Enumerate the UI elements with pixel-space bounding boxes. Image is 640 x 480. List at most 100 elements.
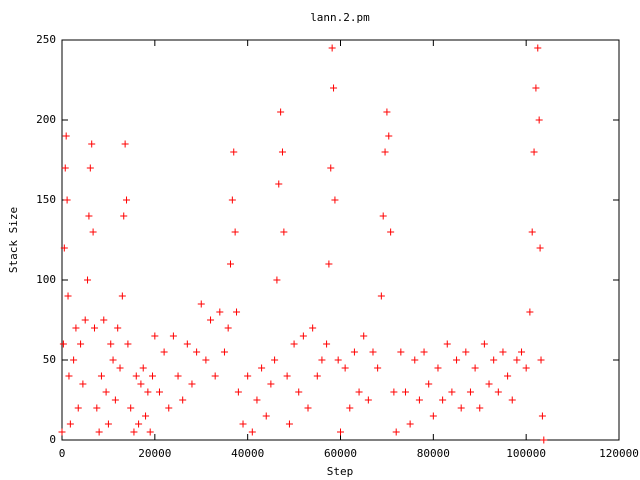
point [309, 324, 317, 332]
point [144, 388, 152, 396]
point [522, 364, 530, 372]
point [64, 292, 72, 300]
point [81, 316, 89, 324]
point [253, 396, 261, 404]
point [299, 332, 307, 340]
point [70, 356, 78, 364]
point [160, 348, 168, 356]
point [369, 348, 377, 356]
point [202, 356, 210, 364]
point [86, 164, 94, 172]
y-tick-label: 0 [49, 433, 56, 446]
point [379, 212, 387, 220]
point [346, 404, 354, 412]
point [390, 388, 398, 396]
x-tick-label: 60000 [324, 447, 357, 460]
point [448, 388, 456, 396]
point [258, 364, 266, 372]
point [518, 348, 526, 356]
point [283, 372, 291, 380]
point [355, 388, 363, 396]
point [120, 212, 128, 220]
point [97, 372, 105, 380]
point [374, 364, 382, 372]
point [193, 348, 201, 356]
point [231, 228, 239, 236]
point [273, 276, 281, 284]
point [337, 428, 344, 436]
point [443, 340, 451, 348]
point [139, 364, 147, 372]
point [72, 324, 80, 332]
point [280, 228, 288, 236]
x-tick-label: 120000 [599, 447, 639, 460]
point [61, 164, 69, 172]
point [453, 356, 461, 364]
point [277, 108, 285, 116]
point [66, 420, 74, 428]
point [244, 372, 252, 380]
point [526, 308, 534, 316]
point [104, 420, 112, 428]
point [490, 356, 498, 364]
point [508, 396, 516, 404]
point [411, 356, 419, 364]
x-tick-label: 100000 [506, 447, 546, 460]
point [528, 228, 536, 236]
point [228, 196, 236, 204]
point [216, 308, 224, 316]
point [536, 244, 544, 252]
point [58, 428, 66, 436]
point [100, 316, 108, 324]
point [149, 372, 157, 380]
point [114, 324, 122, 332]
point [197, 300, 205, 308]
point [267, 380, 275, 388]
point [476, 404, 484, 412]
point [466, 388, 474, 396]
point [323, 340, 331, 348]
point [146, 428, 154, 436]
point [513, 356, 521, 364]
point [397, 348, 405, 356]
point [151, 332, 159, 340]
point [471, 364, 479, 372]
point [179, 396, 187, 404]
point [62, 132, 70, 140]
point [234, 388, 242, 396]
point [111, 396, 119, 404]
point [499, 348, 507, 356]
point [429, 412, 437, 420]
point [406, 420, 414, 428]
point [165, 404, 173, 412]
point [425, 380, 433, 388]
point [116, 364, 124, 372]
point [59, 340, 67, 348]
point [123, 196, 131, 204]
point [387, 228, 395, 236]
point [392, 428, 400, 436]
point [434, 364, 442, 372]
point [88, 140, 96, 148]
point [77, 340, 85, 348]
point [85, 212, 93, 220]
point [420, 348, 428, 356]
x-tick-label: 20000 [138, 447, 171, 460]
point [90, 324, 98, 332]
point [494, 388, 502, 396]
point [532, 84, 540, 92]
point [540, 436, 548, 444]
plot-frame [61, 39, 620, 441]
point [457, 404, 465, 412]
point [60, 244, 68, 252]
point [290, 340, 298, 348]
point [142, 412, 150, 420]
point [313, 372, 321, 380]
point [401, 388, 409, 396]
point [95, 428, 103, 436]
point [534, 44, 542, 52]
point [127, 404, 135, 412]
point [325, 260, 333, 268]
